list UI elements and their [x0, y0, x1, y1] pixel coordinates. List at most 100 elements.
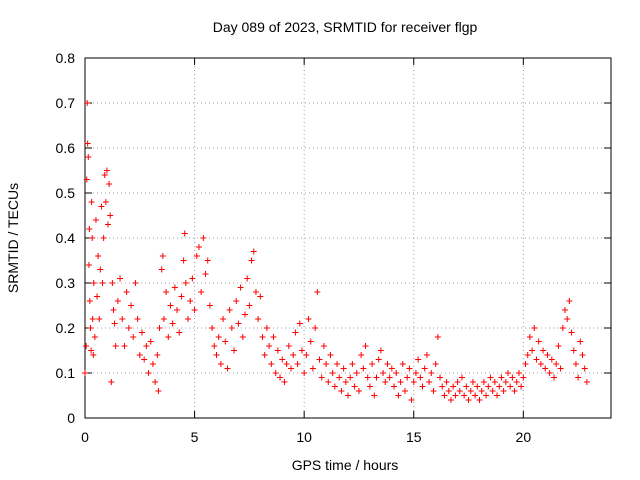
data-point — [491, 379, 498, 385]
data-point — [366, 383, 373, 390]
data-point — [185, 316, 192, 322]
data-point — [128, 302, 135, 309]
data-point — [102, 199, 109, 205]
data-point — [369, 361, 376, 367]
data-point — [220, 316, 227, 322]
data-point — [401, 388, 408, 394]
data-point — [428, 370, 435, 376]
data-point — [572, 361, 579, 367]
data-point — [577, 338, 584, 345]
plot-frame — [84, 57, 612, 419]
data-point — [480, 379, 487, 385]
data-point — [130, 334, 137, 340]
data-point — [540, 347, 547, 354]
data-point — [198, 289, 205, 295]
data-point — [388, 365, 395, 372]
data-point — [575, 374, 582, 381]
data-point — [97, 266, 104, 273]
data-point — [391, 383, 398, 390]
data-point — [307, 338, 314, 345]
data-point — [559, 325, 566, 331]
data-point — [561, 307, 568, 313]
data-point — [529, 347, 536, 354]
data-point — [138, 329, 145, 336]
data-point — [463, 383, 470, 390]
data-point — [432, 361, 439, 367]
data-point — [277, 374, 284, 381]
data-point — [281, 379, 288, 385]
data-point — [524, 352, 531, 358]
data-point — [215, 334, 222, 340]
data-point — [174, 307, 181, 313]
data-points — [82, 100, 590, 403]
data-point — [96, 316, 103, 322]
data-point — [434, 334, 441, 340]
data-point — [211, 343, 218, 349]
data-point — [134, 316, 141, 322]
data-point — [314, 289, 321, 295]
data-point — [261, 352, 268, 358]
data-point — [257, 293, 264, 300]
data-point — [279, 356, 286, 363]
grid — [85, 58, 611, 418]
data-point — [498, 374, 505, 381]
data-point — [430, 388, 437, 394]
data-point — [485, 383, 492, 390]
data-point — [209, 325, 216, 331]
data-point — [355, 388, 362, 394]
data-point — [114, 298, 121, 304]
y-tick-label: 0.3 — [56, 275, 76, 291]
data-point — [83, 176, 90, 183]
data-point — [410, 379, 417, 385]
data-point — [195, 244, 202, 250]
data-point — [187, 298, 194, 304]
data-point — [511, 388, 518, 394]
data-point — [555, 343, 562, 349]
data-point — [107, 212, 114, 219]
x-tick-label: 20 — [516, 429, 532, 445]
data-point — [290, 352, 297, 358]
y-tick-label: 0.7 — [56, 95, 76, 111]
data-point — [182, 280, 189, 286]
x-tick-label: 15 — [406, 429, 422, 445]
data-point — [263, 325, 270, 331]
data-point — [377, 347, 384, 354]
data-point — [246, 302, 253, 309]
data-point — [537, 361, 544, 367]
data-point — [169, 320, 176, 327]
data-point — [202, 271, 209, 277]
data-point — [456, 388, 463, 394]
data-point — [309, 365, 316, 372]
y-tick-label: 0.1 — [56, 365, 76, 381]
data-point — [349, 361, 356, 367]
y-axis: 0 0.1 0.2 0.3 0.4 0.5 0.6 0.7 0.8 — [56, 50, 611, 426]
data-point — [159, 253, 166, 259]
data-point — [535, 338, 542, 345]
data-point — [99, 280, 106, 286]
data-point — [248, 257, 255, 264]
data-point — [125, 325, 132, 331]
data-point — [518, 383, 525, 390]
data-point — [312, 325, 319, 331]
data-point — [417, 374, 424, 381]
data-point — [91, 334, 98, 340]
data-point — [347, 374, 354, 381]
data-point — [502, 379, 509, 385]
data-point — [160, 316, 167, 322]
data-point — [89, 316, 96, 322]
data-point — [358, 352, 365, 358]
data-point — [583, 379, 590, 385]
data-point — [237, 284, 244, 291]
data-point — [408, 397, 415, 403]
data-point — [84, 140, 91, 147]
data-point — [504, 370, 511, 376]
data-point — [443, 379, 450, 385]
x-axis-label: GPS time / hours — [292, 457, 399, 473]
data-point — [533, 356, 540, 363]
data-point — [551, 374, 558, 381]
data-point — [191, 307, 198, 313]
data-point — [546, 370, 553, 376]
data-point — [426, 379, 433, 385]
data-point — [147, 338, 154, 345]
